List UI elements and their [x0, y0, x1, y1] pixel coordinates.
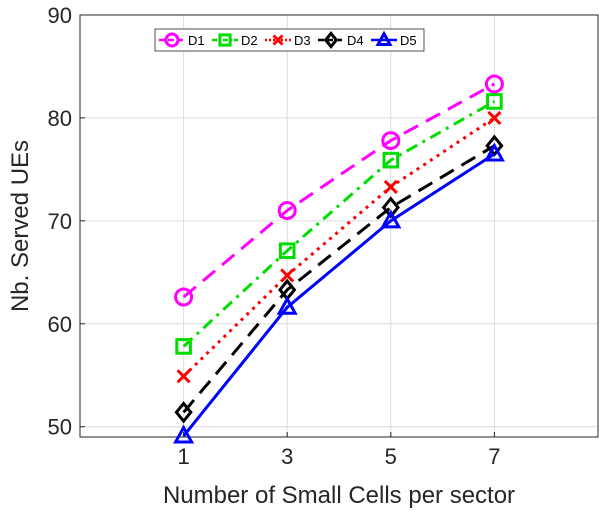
triangle-marker — [483, 142, 505, 162]
circle-marker — [381, 131, 401, 151]
x-tick-label: 5 — [385, 444, 397, 469]
x-tick-label: 3 — [281, 444, 293, 469]
y-tick-label: 50 — [48, 415, 72, 440]
x-marker — [383, 179, 398, 194]
circle-marker — [164, 32, 180, 48]
series-D2 — [175, 93, 503, 355]
axis-ticks: 1 3 5 7 50 60 70 80 90 — [48, 3, 501, 469]
legend-label: D1 — [188, 33, 205, 48]
series-line — [182, 152, 496, 437]
y-tick-label: 70 — [48, 209, 72, 234]
legend-item: D3 — [265, 33, 311, 48]
series-D3 — [176, 110, 502, 384]
series-line — [182, 144, 496, 414]
legend-item: D1 — [159, 32, 205, 48]
series-D5 — [173, 142, 505, 444]
circle-marker — [174, 287, 194, 307]
grid — [80, 14, 598, 437]
legend-item: D4 — [318, 31, 364, 49]
square-marker — [175, 338, 192, 355]
x-marker — [487, 110, 502, 125]
legend-label: D3 — [294, 33, 311, 48]
legend: D1 D2 D3 D4 D5 — [154, 28, 425, 52]
x-marker — [272, 34, 284, 46]
legend-item: D2 — [212, 33, 258, 48]
x-tick-label: 7 — [488, 444, 500, 469]
square-marker — [382, 151, 400, 169]
triangle-marker — [380, 209, 402, 229]
y-tick-label: 90 — [48, 3, 72, 28]
diamond-marker — [174, 401, 193, 424]
x-marker — [176, 369, 191, 384]
triangle-marker — [375, 30, 393, 46]
legend-item: D5 — [371, 30, 417, 48]
plot-frame — [79, 14, 599, 438]
diamond-marker — [323, 31, 339, 49]
circle-marker — [484, 74, 504, 94]
legend-label: D4 — [347, 33, 364, 48]
x-axis-label: Number of Small Cells per sector — [163, 482, 515, 509]
triangle-marker — [276, 295, 298, 315]
series-line — [182, 116, 496, 378]
triangle-marker — [173, 424, 195, 444]
x-marker — [280, 268, 295, 283]
square-marker — [486, 93, 503, 110]
diamond-marker — [381, 196, 400, 219]
series-D1 — [174, 74, 504, 307]
y-axis-label: Nb. Served UEs — [7, 140, 34, 312]
square-marker — [218, 33, 232, 47]
y-tick-label: 60 — [48, 312, 72, 337]
series-line — [182, 100, 496, 348]
square-marker — [278, 242, 296, 260]
circle-marker — [277, 201, 297, 221]
y-tick-label: 80 — [48, 106, 72, 131]
legend-label: D5 — [400, 33, 417, 48]
series-layer — [173, 74, 505, 444]
x-tick-label: 1 — [177, 444, 189, 469]
legend-label: D2 — [241, 33, 258, 48]
